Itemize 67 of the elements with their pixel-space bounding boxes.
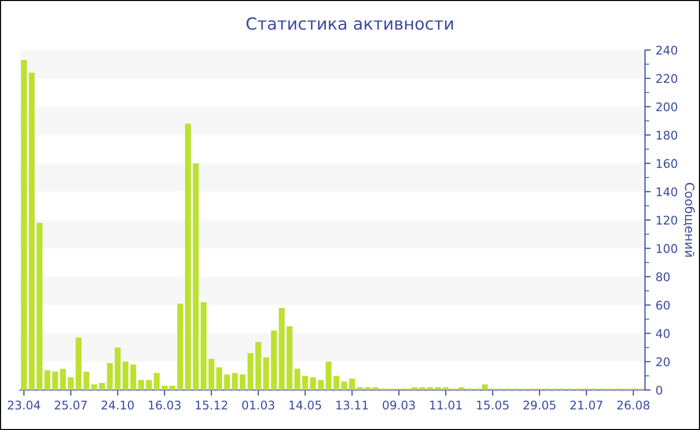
bar bbox=[326, 362, 332, 390]
bar bbox=[91, 384, 98, 390]
bar bbox=[333, 376, 340, 390]
bar bbox=[224, 374, 230, 390]
bar bbox=[192, 163, 199, 390]
bar bbox=[130, 364, 136, 390]
chart-title: Статистика активности bbox=[246, 17, 453, 30]
x-tick-label: 01.03 bbox=[242, 400, 274, 410]
y-tick-label: 80 bbox=[656, 272, 670, 282]
x-tick-label: 09.03 bbox=[382, 400, 415, 410]
bar bbox=[36, 222, 42, 390]
bar bbox=[341, 382, 348, 390]
x-tick-label: 26.08 bbox=[617, 400, 650, 410]
bar bbox=[442, 387, 449, 390]
y-tick-label: 20 bbox=[656, 357, 670, 366]
y-tick-label: 60 bbox=[656, 300, 670, 310]
y-tick-label: 140 bbox=[656, 187, 678, 196]
y-tick-label: 160 bbox=[656, 159, 678, 168]
bar bbox=[138, 380, 144, 390]
bar bbox=[200, 302, 207, 390]
bar bbox=[286, 326, 292, 390]
y-tick-label: 200 bbox=[656, 102, 678, 112]
bar bbox=[60, 368, 66, 390]
bar bbox=[28, 72, 35, 390]
y-tick-label: 120 bbox=[656, 216, 678, 225]
bar bbox=[216, 367, 222, 390]
bar bbox=[20, 60, 27, 390]
bar bbox=[263, 357, 270, 390]
bar bbox=[68, 377, 74, 390]
y-axis-title: Сообщений bbox=[683, 182, 695, 257]
bar bbox=[318, 380, 324, 390]
bar bbox=[349, 378, 355, 390]
bar bbox=[122, 362, 128, 390]
bar bbox=[154, 373, 160, 390]
x-tick-label: 24.10 bbox=[102, 400, 134, 410]
bar bbox=[185, 124, 191, 390]
y-tick-label: 0 bbox=[656, 386, 662, 395]
bar bbox=[372, 387, 378, 390]
bar bbox=[162, 386, 168, 390]
x-tick-label: 16.03 bbox=[148, 400, 180, 410]
bar bbox=[270, 330, 277, 390]
x-tick-label: 21.07 bbox=[570, 400, 602, 410]
bar bbox=[248, 353, 254, 390]
bar bbox=[146, 380, 152, 390]
y-tick-label: 220 bbox=[656, 74, 678, 83]
y-tick-label: 40 bbox=[656, 329, 670, 338]
bar bbox=[208, 358, 214, 390]
bar bbox=[278, 308, 285, 390]
bar bbox=[99, 382, 105, 390]
bar bbox=[458, 387, 464, 390]
x-tick-label: 15.12 bbox=[196, 400, 228, 410]
x-tick-label: 23.04 bbox=[8, 400, 40, 410]
x-tick-label: 15.05 bbox=[477, 400, 509, 410]
bar bbox=[255, 342, 262, 390]
x-tick-label: 25.07 bbox=[54, 400, 87, 410]
x-tick-label: 11.01 bbox=[430, 400, 462, 410]
x-tick-label: 14.05 bbox=[290, 400, 322, 410]
x-tick-label: 29.05 bbox=[524, 400, 556, 410]
y-tick-label: 240 bbox=[656, 46, 678, 55]
x-tick-label: 13.11 bbox=[336, 400, 368, 410]
y-tick-label: 100 bbox=[656, 244, 678, 253]
bar bbox=[412, 387, 418, 390]
bar bbox=[76, 338, 82, 390]
bar bbox=[310, 377, 316, 390]
bar bbox=[435, 387, 441, 390]
y-tick-label: 180 bbox=[656, 130, 678, 140]
bar bbox=[83, 372, 90, 390]
